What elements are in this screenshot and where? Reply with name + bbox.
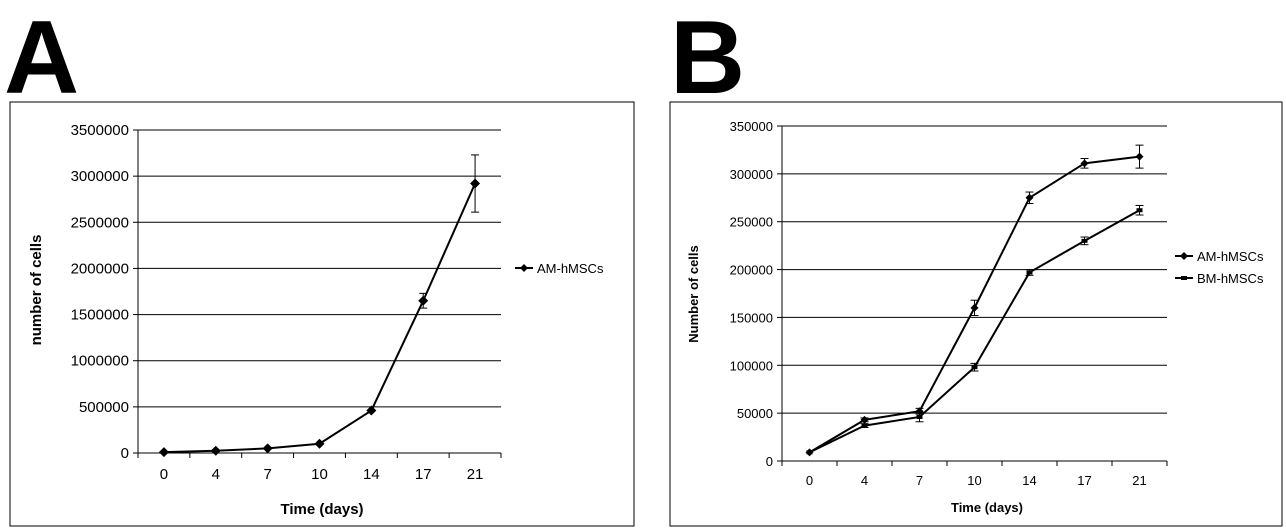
chart-b-data-point [915,407,924,416]
chart-a-y-tick-label: 0 [121,445,129,462]
chart-a-y-tick-label: 3500000 [71,122,129,139]
chart-b-y-tick-label: 100000 [730,358,773,373]
chart-b-y-tick-label: 200000 [730,263,773,278]
chart-a-data-point [418,295,429,306]
chart-b-data-point [1081,238,1088,243]
chart-b-data-point [1080,159,1089,168]
chart-b-frame [669,101,1283,527]
chart-a-y-tick-label: 2500000 [71,214,129,231]
chart-a-y-tick-label: 1500000 [71,307,129,324]
chart-a-data-point [314,438,325,449]
chart-a-x-tick-label: 17 [415,466,432,483]
chart-b-x-tick-label: 21 [1132,473,1146,488]
chart-b-legend-marker [1181,276,1187,280]
chart-a-data-point [366,405,377,416]
chart-a-x-tick-label: 0 [160,466,168,483]
chart-a-x-tick-label: 4 [212,466,220,483]
chart-b-data-point [861,423,868,428]
panel-a-letter: A [4,0,80,116]
chart-b-data-point [970,303,979,312]
chart-b-data-point [806,450,813,455]
chart-a-x-axis-title: Time (days) [280,501,363,518]
chart-a-frame [9,101,635,527]
chart-a-y-axis-title: number of cells [28,235,45,346]
chart-a-y-tick-label: 1000000 [71,353,129,370]
chart-a-y-tick-label: 2000000 [71,260,129,277]
chart-b-y-tick-label: 150000 [730,310,773,325]
chart-b-y-tick-label: 350000 [730,119,773,134]
chart-b-data-point [916,414,923,419]
chart-b-y-tick-label: 250000 [730,215,773,230]
chart-a-data-point [158,447,169,458]
chart-b-x-tick-label: 4 [861,473,868,488]
chart-b-data-point [971,365,978,370]
chart-b-y-tick-label: 300000 [730,167,773,182]
chart-b-data-point [1136,208,1143,213]
chart-b-x-tick-label: 14 [1022,473,1036,488]
chart-b-y-tick-label: 0 [766,454,773,469]
chart-a-x-tick-label: 7 [263,466,271,483]
chart-a: number of cells Time (days) 0 500000 10000… [28,122,604,518]
chart-b-data-point [1135,152,1144,161]
chart-a-legend-marker [520,264,528,272]
chart-b-x-tick-label: 7 [916,473,923,488]
chart-b-x-tick-label: 10 [967,473,981,488]
chart-a-data-point [210,445,221,456]
chart-a-x-tick-label: 14 [363,466,380,483]
chart-b-x-tick-label: 0 [806,473,813,488]
panel-b-letter: B [670,0,746,116]
chart-b-legend-label: AM-hMSCs [1197,249,1264,264]
chart-b-y-tick-label: 50000 [737,406,773,421]
chart-a-y-tick-label: 500000 [79,399,129,416]
chart-a-y-tick-label: 3000000 [71,168,129,185]
chart-a-data-point [470,178,481,189]
chart-a-legend-label: AM-hMSCs [537,261,604,276]
chart-a-x-tick-label: 21 [467,466,484,483]
chart-b-data-point [860,415,869,424]
chart-b-legend-label: BM-hMSCs [1197,271,1264,286]
chart-b: Number of cells Time (days) 0 50000 100000… [686,119,1264,515]
chart-b-x-axis-title: Time (days) [951,500,1023,515]
chart-b-x-tick-label: 17 [1077,473,1091,488]
chart-b-data-point [1026,270,1033,275]
chart-b-legend-marker [1180,252,1188,260]
chart-b-data-point [1025,193,1034,202]
chart-a-x-tick-label: 10 [311,466,328,483]
chart-b-y-axis-title: Number of cells [686,245,701,343]
chart-a-data-point [262,443,273,454]
